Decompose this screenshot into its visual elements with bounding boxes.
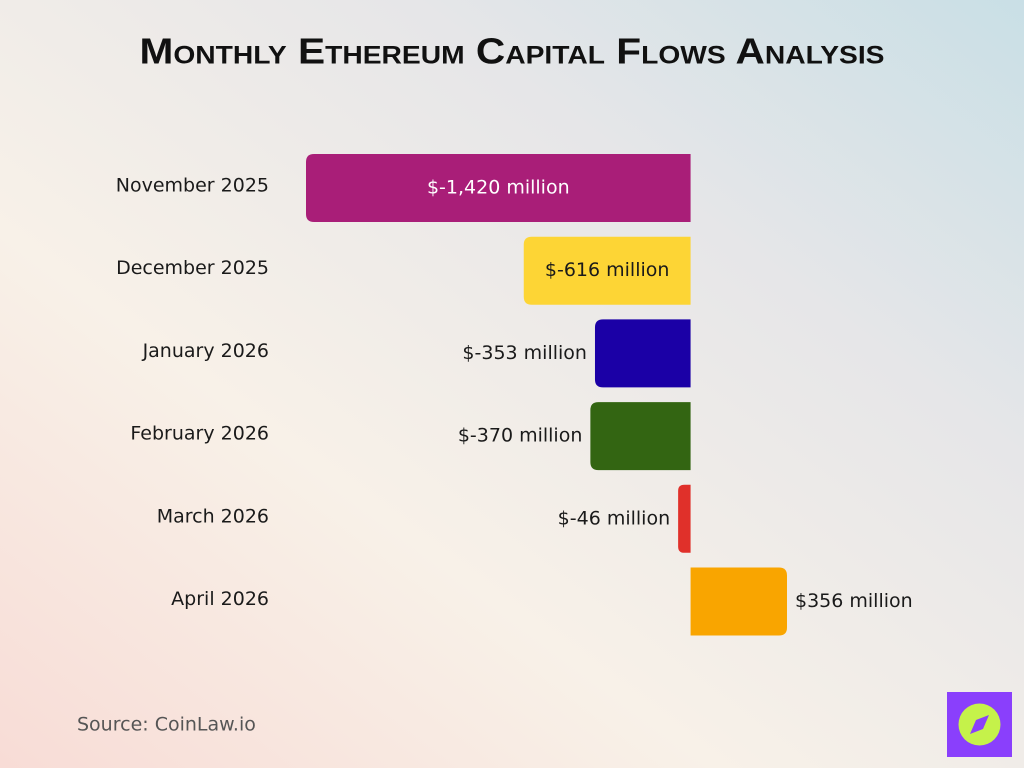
bar	[690, 567, 787, 636]
source: Source: CoinLaw.io	[77, 714, 256, 736]
y-tick-label: January 2026	[142, 340, 269, 362]
bar	[594, 319, 691, 388]
value-label: $-370 million	[458, 425, 583, 447]
y-tick-label: December 2025	[116, 257, 269, 279]
value-label: $-353 million	[462, 342, 587, 364]
y-tick-label: February 2026	[130, 423, 269, 445]
bar	[590, 402, 691, 471]
y-tick-label: November 2025	[116, 175, 269, 197]
value-label: $-46 million	[558, 507, 670, 529]
bar	[306, 154, 691, 222]
y-tick-label: April 2026	[171, 588, 269, 610]
bar	[678, 484, 691, 553]
value-label: $356 million	[795, 590, 913, 612]
logo	[947, 692, 1012, 757]
value-label: $-616 million	[545, 259, 670, 281]
y-tick-label: March 2026	[157, 505, 269, 527]
chart-title: Monthly Ethereum Capital Flows Analysis	[140, 31, 885, 72]
value-label: $-1,420 million	[427, 177, 570, 199]
bar	[523, 236, 691, 305]
